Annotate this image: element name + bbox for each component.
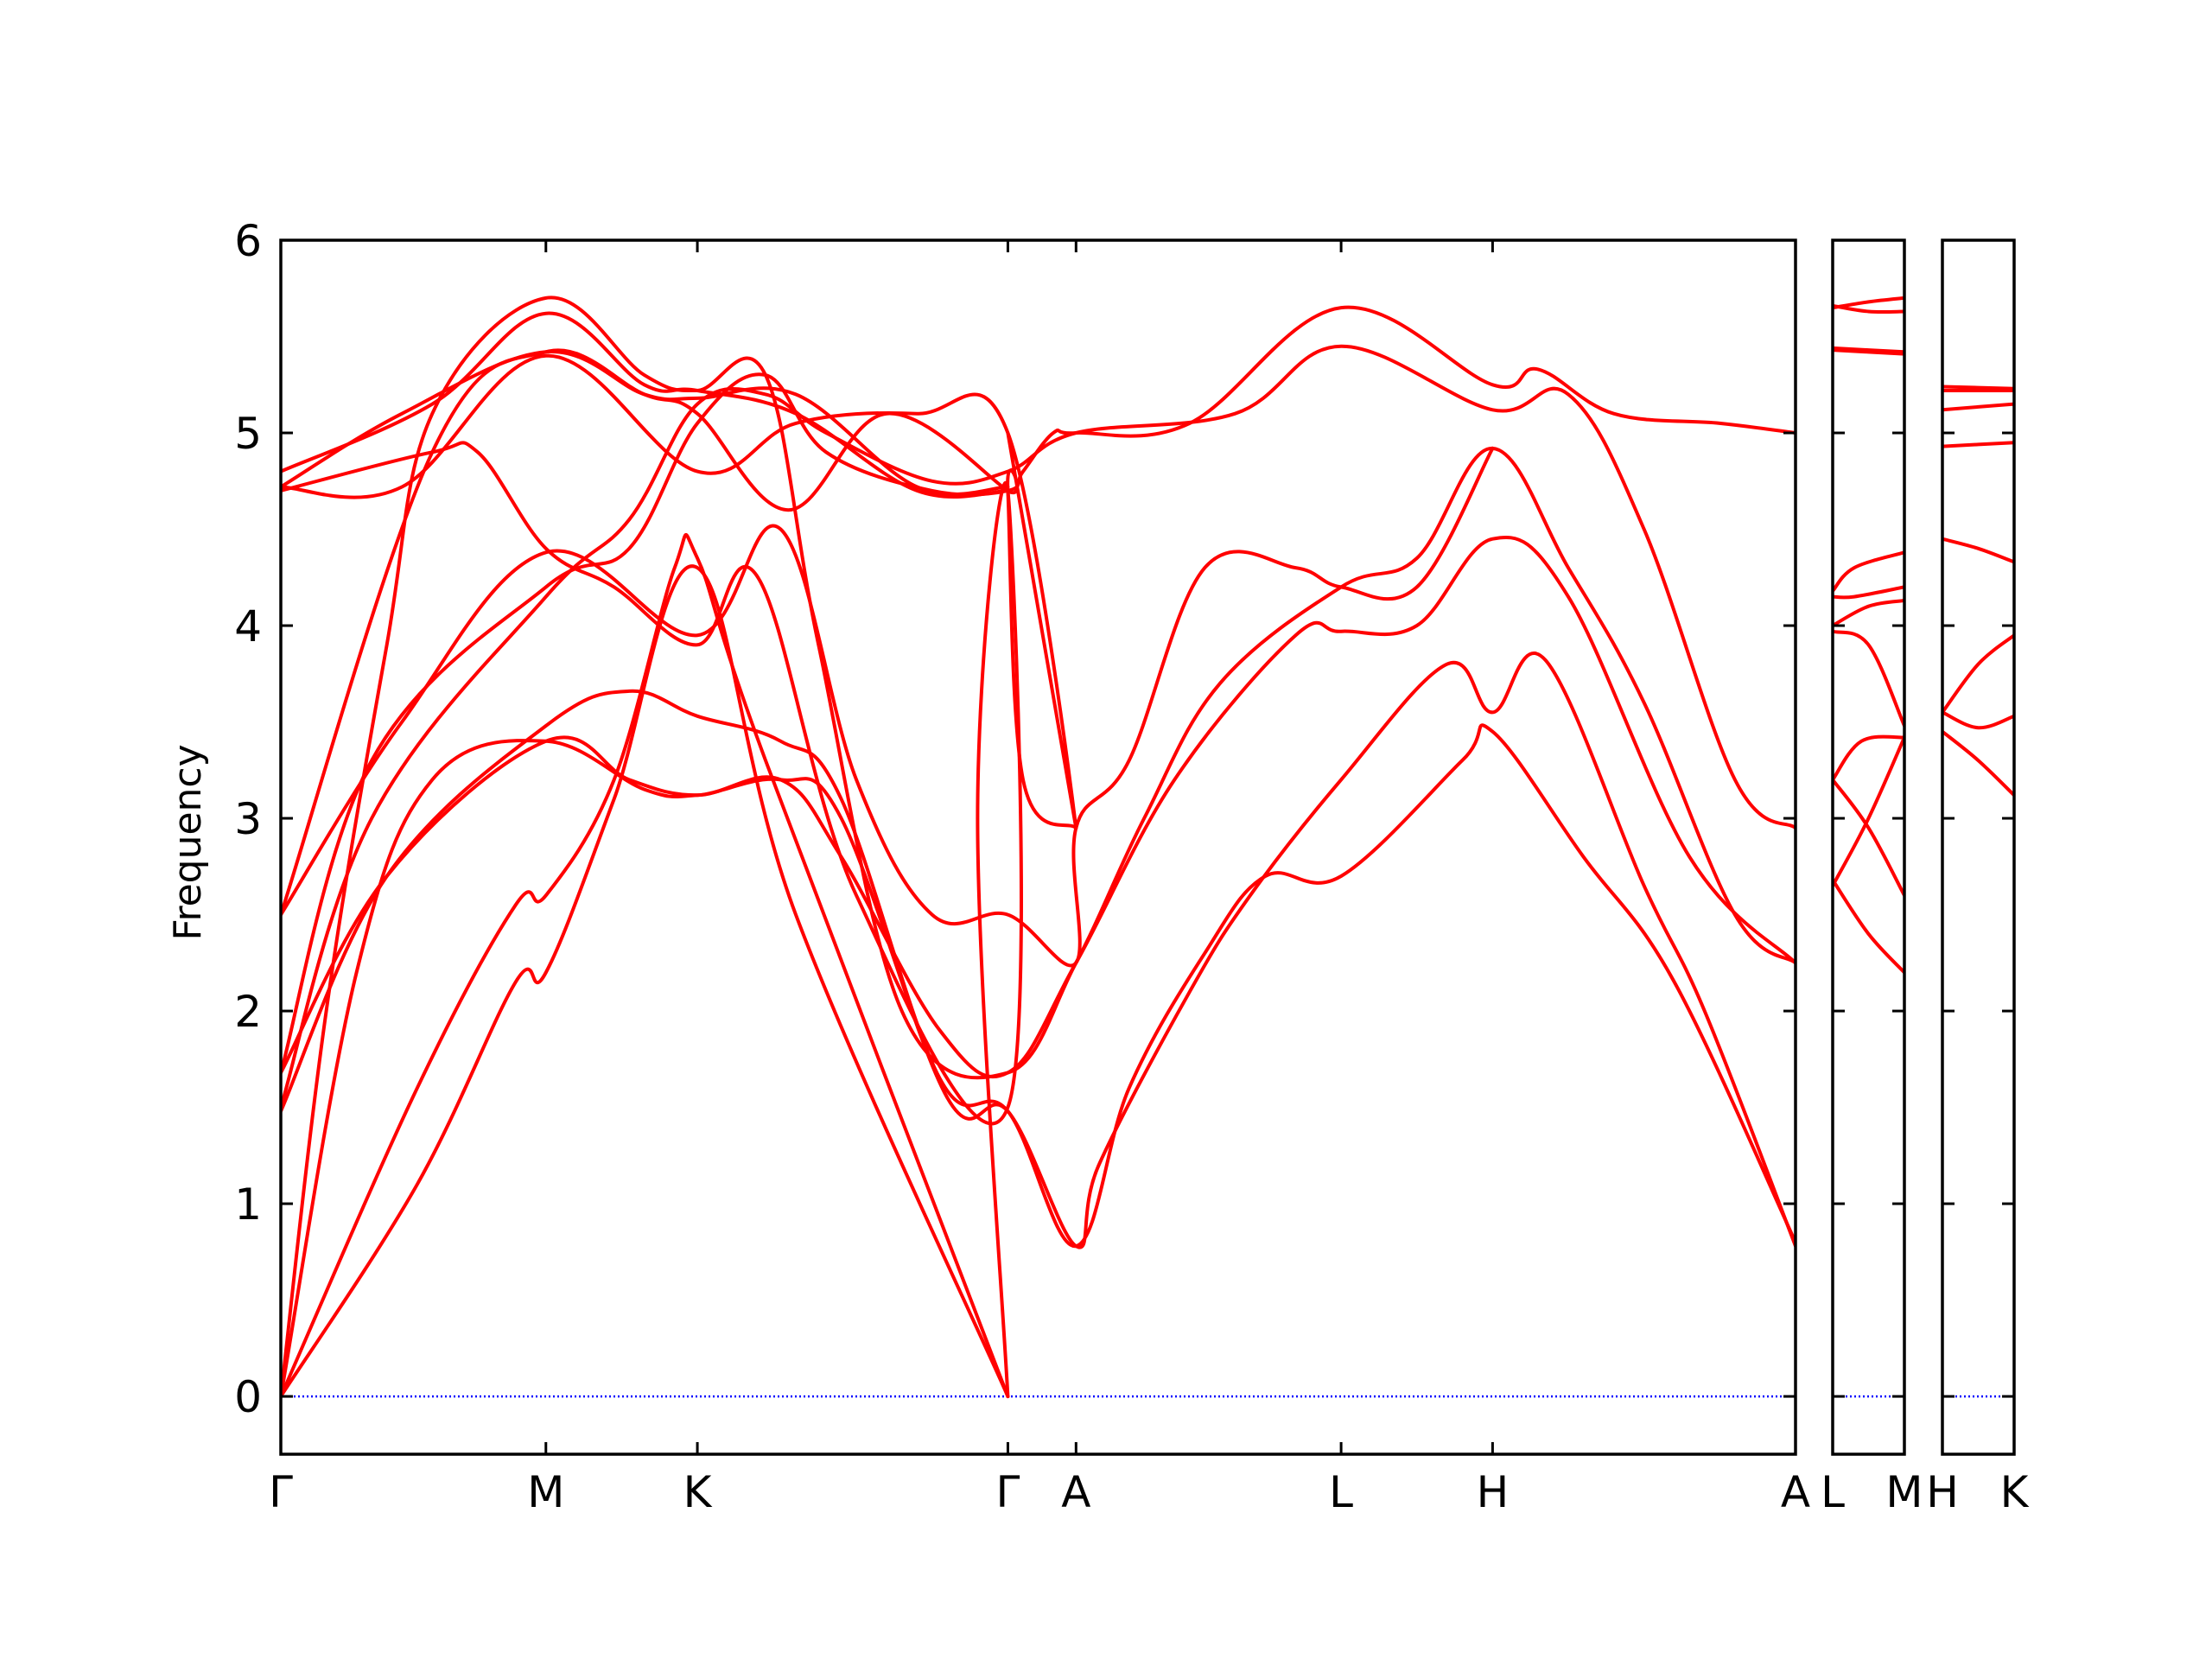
phonon-band-main-4 xyxy=(281,689,1796,1249)
y-tick-label: 4 xyxy=(234,601,262,652)
x-tick-label: M xyxy=(1885,1467,1923,1517)
phonon-band-H-K-6 xyxy=(1942,710,2014,730)
phonon-band-H-K-3 xyxy=(1942,441,2014,448)
x-tick-label: K xyxy=(2000,1467,2030,1517)
x-tick-label: H xyxy=(1926,1467,1959,1517)
x-tick-label: L xyxy=(1329,1467,1353,1517)
phonon-band-main-11 xyxy=(281,350,1010,496)
panel-bands-H-K xyxy=(1942,385,2014,798)
phonon-band-L-M-11 xyxy=(1833,878,1904,975)
x-tick-label: Γ xyxy=(996,1467,1020,1517)
phonon-band-H-K-5 xyxy=(1942,633,2014,715)
x-tick-label: L xyxy=(1821,1467,1845,1517)
phonon-band-L-M-8 xyxy=(1833,734,1904,782)
panel-frame-H-K xyxy=(1941,238,2016,1456)
phonon-band-main-9 xyxy=(281,348,1078,917)
y-tick-label: 1 xyxy=(234,1179,262,1230)
panel-bands-main xyxy=(281,296,1796,1399)
x-tick-label: Γ xyxy=(269,1467,293,1517)
x-tick-label: K xyxy=(683,1467,713,1517)
y-tick-label: 0 xyxy=(234,1372,262,1422)
phonon-band-L-M-4 xyxy=(1833,550,1904,593)
phonon-band-H-K-7 xyxy=(1942,729,2014,798)
phonon-band-main-0 xyxy=(281,564,1010,1399)
phonon-band-L-M-6 xyxy=(1833,629,1904,728)
phonon-band-main-7 xyxy=(281,305,1796,1075)
phonon-band-main-10 xyxy=(281,441,1023,1399)
phonon-band-H-K-4 xyxy=(1942,537,2014,564)
y-tick-label: 6 xyxy=(234,216,262,266)
x-tick-label: A xyxy=(1061,1467,1090,1517)
x-tick-label: A xyxy=(1781,1467,1810,1517)
phonon-band-main-12 xyxy=(281,311,1010,499)
y-axis-label: Frequency xyxy=(166,744,210,940)
phonon-band-H-K-0 xyxy=(1942,385,2014,391)
phonon-band-L-M-9 xyxy=(1833,778,1904,898)
y-tick-label: 5 xyxy=(234,409,262,459)
phonon-band-L-M-5 xyxy=(1833,585,1904,600)
phonon-band-L-M-2 xyxy=(1833,346,1904,354)
phonon-band-L-M-1 xyxy=(1833,303,1904,315)
x-tick-label: M xyxy=(527,1467,564,1517)
panel-frame-main xyxy=(279,238,1797,1456)
phonon-band-L-M-10 xyxy=(1833,735,1904,888)
phonon-band-main-13 xyxy=(281,353,1078,830)
panel-bands-L-M xyxy=(1833,296,1904,975)
phonon-band-main-5 xyxy=(281,535,1796,1078)
phonon-band-L-M-7 xyxy=(1833,599,1904,627)
phonon-band-main-1 xyxy=(281,532,1010,1399)
phonon-band-main-8 xyxy=(281,446,1495,968)
y-tick-label: 2 xyxy=(234,987,262,1037)
phonon-band-H-K-2 xyxy=(1942,402,2014,412)
y-tick-label: 3 xyxy=(234,794,262,844)
x-tick-label: H xyxy=(1477,1467,1510,1517)
panel-frame-L-M xyxy=(1831,238,1906,1456)
phonon-band-main-3 xyxy=(281,296,1796,1399)
phonon-band-L-M-3 xyxy=(1833,348,1904,356)
phonon-band-main-2 xyxy=(281,652,1796,1399)
bands-layer xyxy=(281,296,2014,1399)
